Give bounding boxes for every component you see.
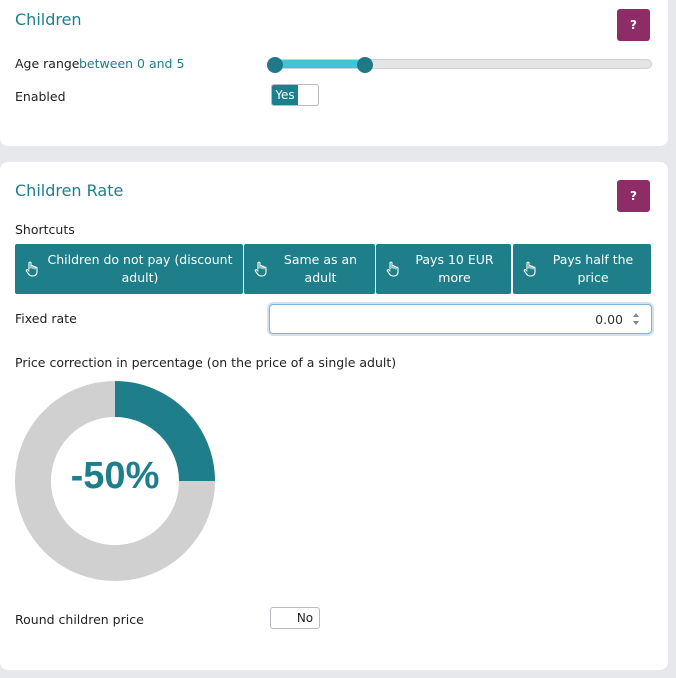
shortcut-label: Same as an adult bbox=[283, 252, 358, 285]
children-help-button[interactable]: ? bbox=[617, 9, 650, 41]
age-range-min-handle[interactable] bbox=[267, 57, 283, 73]
age-range-label: Age range bbox=[15, 56, 80, 71]
pointer-hand-icon bbox=[386, 261, 399, 277]
shortcut-pays-half-button[interactable]: Pays half the price bbox=[513, 244, 651, 294]
children-title: Children bbox=[15, 10, 82, 29]
shortcut-children-free-button[interactable]: Children do not pay (discount adult) bbox=[15, 244, 243, 294]
enabled-label: Enabled bbox=[15, 89, 66, 104]
children-rate-help-button[interactable]: ? bbox=[617, 180, 650, 212]
pointer-hand-icon bbox=[254, 261, 267, 277]
round-price-toggle[interactable]: No bbox=[270, 607, 320, 629]
children-card: Children ? Age range between 0 and 5 Ena… bbox=[0, 0, 668, 146]
round-price-label: Round children price bbox=[15, 612, 144, 627]
shortcuts-label: Shortcuts bbox=[15, 222, 75, 237]
pointer-hand-icon bbox=[523, 261, 536, 277]
fixed-rate-label: Fixed rate bbox=[15, 311, 77, 326]
fixed-rate-value: 0.00 bbox=[595, 312, 623, 327]
price-correction-dial[interactable] bbox=[15, 381, 215, 581]
age-range-max-handle[interactable] bbox=[357, 57, 373, 73]
pointer-hand-icon bbox=[25, 261, 38, 277]
dial-center bbox=[51, 417, 179, 545]
round-price-toggle-off: No bbox=[296, 611, 314, 625]
shortcut-same-as-adult-button[interactable]: Same as an adult bbox=[244, 244, 375, 294]
number-spinner-icon[interactable] bbox=[631, 310, 641, 328]
shortcut-label: Children do not pay (discount adult) bbox=[47, 252, 233, 285]
fixed-rate-input[interactable]: 0.00 bbox=[269, 304, 652, 334]
enabled-toggle-on: Yes bbox=[272, 85, 298, 105]
price-correction-label: Price correction in percentage (on the p… bbox=[15, 355, 397, 370]
shortcut-label: Pays 10 EUR more bbox=[415, 252, 494, 285]
price-correction-value: -50% bbox=[70, 455, 160, 497]
enabled-toggle[interactable]: Yes bbox=[271, 84, 319, 106]
age-range-slider[interactable] bbox=[270, 59, 652, 69]
shortcut-pays-10-more-button[interactable]: Pays 10 EUR more bbox=[376, 244, 511, 294]
age-range-value: between 0 and 5 bbox=[79, 56, 185, 71]
children-rate-title: Children Rate bbox=[15, 181, 124, 200]
shortcut-label: Pays half the price bbox=[552, 252, 634, 285]
age-range-slider-fill bbox=[277, 60, 365, 68]
